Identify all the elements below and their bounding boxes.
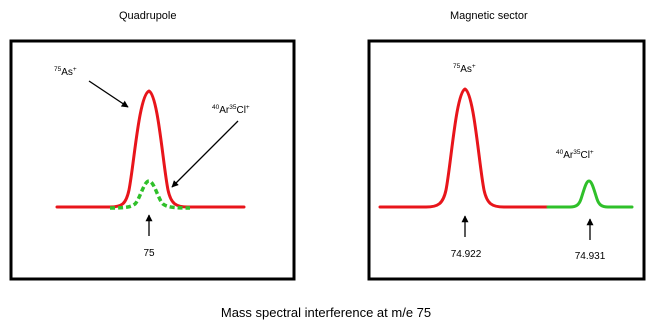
as-pointer-arrow <box>88 80 129 108</box>
quadrupole-arcl-label: 40Ar35Cl+ <box>212 104 250 116</box>
magnetic-sector-frame <box>367 39 646 281</box>
sector-as-peak-curve <box>378 87 550 209</box>
sector-as-label: 75As+ <box>453 63 476 75</box>
arcl-pointer-arrow <box>171 120 239 188</box>
magnetic-sector-title: Magnetic sector <box>450 10 528 22</box>
quadrupole-title: Quadrupole <box>119 10 177 22</box>
sector-arcl-label: 40Ar35Cl+ <box>556 149 594 161</box>
sector-arcl-peak-curve <box>546 179 634 209</box>
as-peak-curve <box>55 89 246 209</box>
quadrupole-frame <box>9 39 296 281</box>
figure-caption: Mass spectral interference at m/e 75 <box>221 305 431 320</box>
quadrupole-as-label: 75As+ <box>54 66 77 78</box>
sector-as-mass-label: 74.922 <box>451 249 482 260</box>
quadrupole-mass-label: 75 <box>143 248 155 259</box>
sector-arcl-mass-label: 74.931 <box>575 251 606 262</box>
